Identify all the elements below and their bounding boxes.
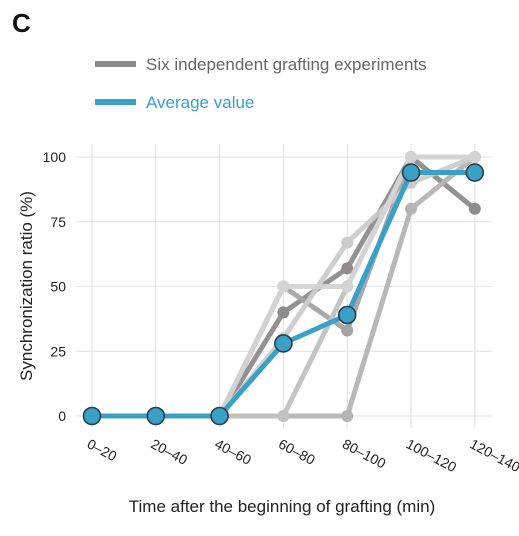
experiment-6-point-6 bbox=[469, 151, 481, 163]
x-tick-labels: 0–20 20–40 40–60 60–80 80–100 100–120 120–140 bbox=[85, 436, 519, 476]
average-point-4 bbox=[339, 306, 356, 323]
x-tick-label-4: 80–100 bbox=[340, 436, 389, 472]
y-tick-label-2: 50 bbox=[50, 279, 66, 295]
experiment-4-point-3 bbox=[277, 410, 289, 422]
x-tick-label-6: 120–140 bbox=[467, 436, 519, 476]
average-point-6 bbox=[466, 164, 483, 181]
y-axis-title: Synchronization ratio (%) bbox=[17, 191, 36, 381]
average-point-5 bbox=[403, 164, 420, 181]
y-tick-label-4: 100 bbox=[43, 149, 67, 165]
x-tick-label-2: 40–60 bbox=[212, 436, 254, 469]
experiment-2-point-4 bbox=[341, 325, 353, 337]
y-tick-labels: 0 25 50 75 100 bbox=[43, 149, 67, 424]
x-axis-title: Time after the beginning of grafting (mi… bbox=[129, 497, 435, 516]
experiment-6-point-3 bbox=[277, 281, 289, 293]
experiment-6-point-4 bbox=[341, 281, 353, 293]
y-tick-label-1: 25 bbox=[50, 343, 66, 359]
legend: Six independent grafting experiments Ave… bbox=[95, 55, 427, 112]
experiment-1-point-6 bbox=[469, 203, 481, 215]
legend-label-average: Average value bbox=[146, 93, 254, 112]
experiment-3-point-5 bbox=[405, 203, 417, 215]
experiment-6-point-5 bbox=[405, 151, 417, 163]
experiment-5-point-4 bbox=[341, 236, 353, 248]
x-tick-label-0: 0–20 bbox=[85, 436, 120, 465]
average-point-3 bbox=[275, 335, 292, 352]
x-tick-label-1: 20–40 bbox=[148, 436, 190, 469]
average-point-0 bbox=[84, 408, 101, 425]
x-tick-label-5: 100–120 bbox=[404, 436, 460, 476]
y-tick-label-0: 0 bbox=[58, 408, 66, 424]
x-tick-label-3: 60–80 bbox=[276, 436, 318, 469]
experiment-1-point-3 bbox=[277, 306, 289, 318]
experiment-3-point-4 bbox=[341, 410, 353, 422]
y-tick-label-3: 75 bbox=[50, 214, 66, 230]
legend-label-experiments: Six independent grafting experiments bbox=[146, 55, 427, 74]
average-point-1 bbox=[147, 408, 164, 425]
average-point-2 bbox=[211, 408, 228, 425]
